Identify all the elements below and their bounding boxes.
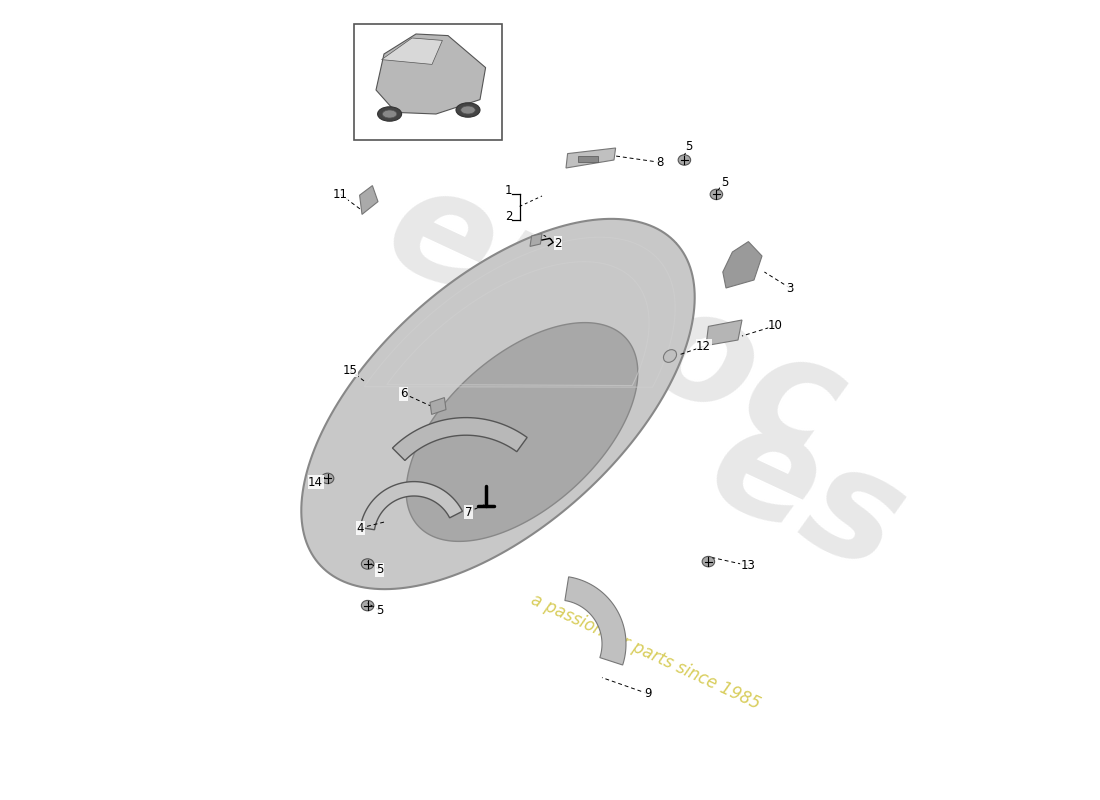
Polygon shape — [706, 320, 743, 346]
Polygon shape — [530, 234, 542, 246]
Text: 4: 4 — [356, 522, 364, 534]
Text: 3: 3 — [786, 282, 794, 294]
Text: 14: 14 — [308, 476, 323, 489]
Ellipse shape — [383, 110, 397, 118]
Text: 5: 5 — [720, 176, 728, 189]
Text: 11: 11 — [333, 188, 348, 201]
Polygon shape — [360, 186, 378, 214]
Text: 10: 10 — [768, 319, 783, 332]
Ellipse shape — [456, 102, 480, 118]
Bar — [354, 24, 502, 140]
Text: a passion for parts since 1985: a passion for parts since 1985 — [528, 591, 763, 713]
Text: 5: 5 — [376, 563, 383, 576]
Text: 7: 7 — [464, 506, 472, 518]
Polygon shape — [361, 482, 462, 530]
Text: 13: 13 — [741, 559, 756, 572]
Polygon shape — [723, 242, 762, 288]
Polygon shape — [566, 148, 616, 168]
Ellipse shape — [362, 558, 374, 570]
Polygon shape — [430, 398, 446, 414]
Ellipse shape — [377, 106, 402, 122]
Text: 5: 5 — [376, 604, 383, 617]
Polygon shape — [376, 34, 485, 114]
Text: 15: 15 — [342, 364, 358, 377]
Polygon shape — [393, 418, 527, 461]
Ellipse shape — [461, 106, 475, 114]
Ellipse shape — [362, 600, 374, 611]
Text: 8: 8 — [657, 156, 664, 169]
Text: 6: 6 — [400, 387, 407, 400]
Polygon shape — [382, 38, 442, 64]
Polygon shape — [565, 577, 626, 665]
Text: euroc: euroc — [363, 150, 865, 490]
Text: 2: 2 — [505, 210, 513, 222]
Ellipse shape — [321, 473, 333, 483]
Text: 9: 9 — [644, 687, 651, 700]
Text: 5: 5 — [684, 140, 692, 153]
Ellipse shape — [702, 557, 715, 566]
Ellipse shape — [679, 154, 691, 166]
Text: es: es — [686, 387, 925, 605]
Ellipse shape — [711, 189, 723, 200]
Text: 2: 2 — [554, 237, 562, 250]
Ellipse shape — [663, 350, 676, 362]
Polygon shape — [406, 322, 638, 542]
Text: 1: 1 — [505, 184, 513, 197]
Bar — [578, 156, 598, 162]
Text: 12: 12 — [696, 340, 711, 353]
Polygon shape — [301, 219, 695, 589]
